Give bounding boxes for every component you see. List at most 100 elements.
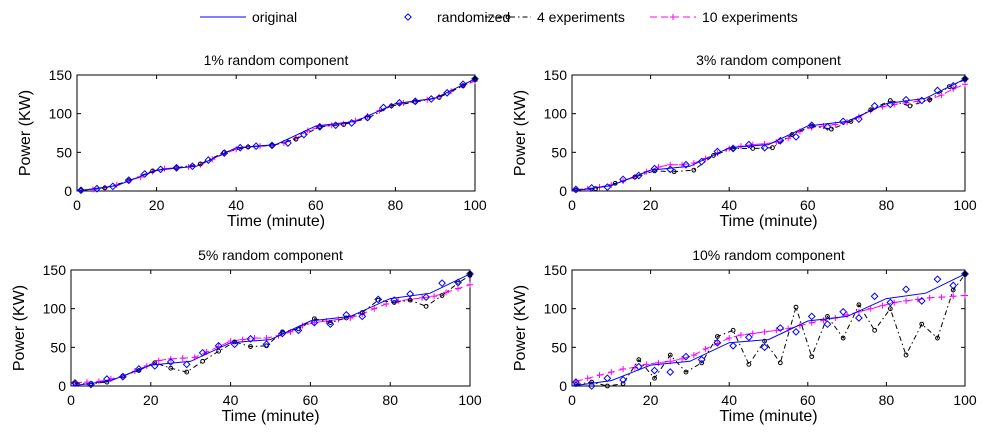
data-point	[166, 358, 175, 366]
data-point	[666, 368, 675, 376]
data-point	[839, 117, 848, 126]
data-point	[737, 331, 744, 338]
chart-panel: 1% random component 0 20 40 60 80 100 0 50 100 150…	[17, 52, 487, 230]
y-tick-label: 150	[544, 262, 568, 278]
y-tick-label: 50	[551, 339, 567, 355]
data-point	[608, 369, 615, 376]
data-point	[870, 292, 879, 301]
data-point	[299, 130, 308, 139]
x-tick-label: 60	[800, 392, 816, 408]
data-point	[284, 139, 292, 147]
legend-label: 10 experiments	[702, 9, 798, 25]
data-point	[363, 113, 372, 122]
data-point	[683, 369, 689, 375]
legend-marker	[670, 14, 676, 20]
data-point	[395, 98, 404, 107]
series-line	[80, 79, 476, 191]
data-point	[71, 378, 79, 387]
plot-area	[70, 269, 471, 387]
y-tick-label: 50	[551, 144, 567, 160]
data-point	[342, 310, 351, 319]
data-point	[466, 269, 474, 278]
y-tick-label: 100	[43, 301, 67, 317]
data-point	[168, 365, 174, 371]
legend-item: 4 experiments	[485, 9, 625, 25]
data-point	[730, 146, 736, 151]
x-tick-label: 20	[643, 392, 659, 408]
data-point	[792, 327, 800, 336]
x-tick-label: 40	[721, 197, 737, 213]
data-point	[702, 345, 709, 352]
legend-label: original	[252, 9, 297, 25]
data-point	[422, 293, 431, 301]
endpoint-marker	[962, 76, 968, 82]
data-point	[214, 341, 223, 350]
data-point	[746, 361, 752, 367]
x-tick-label: 80	[879, 392, 895, 408]
data-point	[823, 122, 832, 131]
data-point	[744, 140, 753, 149]
x-tick-label: 20	[149, 197, 165, 213]
x-tick-label: 40	[228, 197, 244, 213]
x-tick-label: 60	[308, 197, 324, 213]
data-point	[310, 318, 319, 327]
x-tick-label: 80	[879, 197, 895, 213]
chart-panels: 1% random component 0 20 40 60 80 100 0 50 100 150…	[11, 52, 977, 425]
data-point	[917, 297, 926, 305]
x-axis-label: Time (minute)	[227, 213, 325, 230]
data-point	[134, 365, 143, 373]
legend-item: 10 experiments	[650, 9, 798, 25]
data-point	[840, 335, 846, 341]
data-point	[949, 281, 958, 290]
x-tick-label: 60	[303, 392, 319, 408]
legend-label: randomized	[437, 9, 510, 25]
data-point	[760, 343, 769, 352]
data-point	[371, 305, 378, 312]
data-point	[711, 153, 716, 158]
data-point	[343, 315, 349, 321]
data-point	[809, 354, 815, 360]
data-point	[443, 289, 450, 296]
legend: original randomized 4 experiments 10 experi…	[200, 9, 798, 25]
data-point	[200, 358, 206, 364]
data-point	[252, 142, 261, 151]
data-point	[726, 335, 733, 342]
data-point	[587, 382, 596, 390]
data-point	[589, 379, 595, 385]
y-tick-label: 100	[49, 106, 73, 122]
data-point	[919, 321, 925, 327]
data-point	[172, 163, 181, 172]
data-point	[962, 292, 968, 299]
data-point	[604, 383, 610, 389]
data-point	[140, 170, 149, 178]
x-tick-label: 100	[458, 392, 482, 408]
series-original	[571, 273, 966, 387]
data-point	[650, 366, 659, 375]
series-original	[571, 78, 966, 192]
data-point	[854, 115, 863, 123]
data-point	[773, 327, 780, 334]
data-point	[867, 305, 874, 312]
y-axis-label: Power (KW)	[11, 285, 28, 371]
data-point	[793, 304, 799, 310]
x-tick-label: 80	[382, 392, 398, 408]
data-point	[903, 297, 910, 304]
data-point	[907, 103, 913, 109]
x-tick-label: 100	[953, 392, 977, 408]
data-point	[730, 327, 736, 333]
series-line	[571, 273, 966, 387]
y-tick-label: 150	[43, 262, 67, 278]
y-tick-label: 100	[544, 106, 568, 122]
data-point	[749, 330, 756, 337]
data-point	[95, 378, 102, 385]
x-tick-label: 100	[463, 197, 487, 213]
data-point	[652, 375, 657, 381]
data-point	[391, 300, 397, 305]
data-point	[891, 299, 898, 306]
data-point	[872, 327, 878, 333]
data-point	[697, 355, 706, 364]
data-point	[690, 352, 697, 359]
data-point	[124, 176, 133, 185]
x-tick-label: 40	[223, 392, 239, 408]
chart-title: 1% random component	[204, 52, 349, 68]
